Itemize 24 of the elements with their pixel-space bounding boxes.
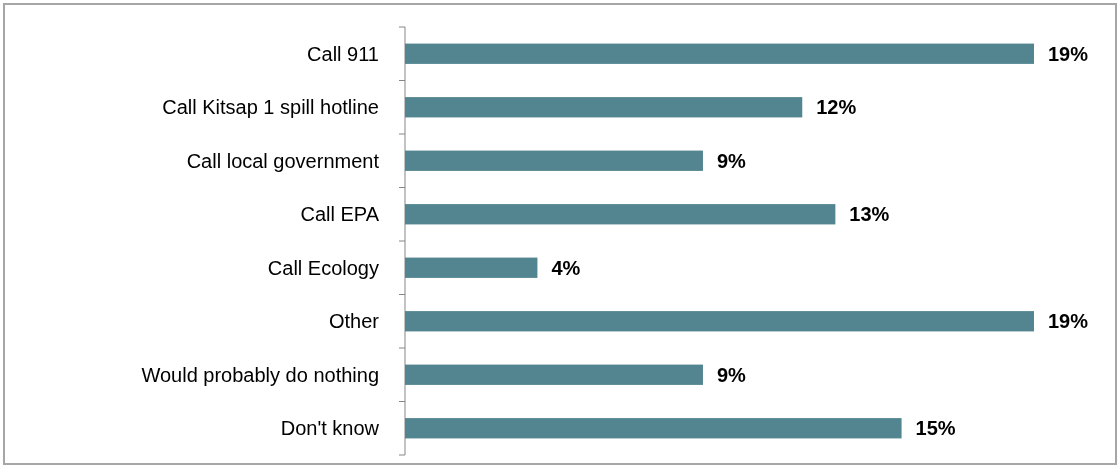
bar <box>405 204 836 225</box>
y-tick-label: Other <box>328 310 380 333</box>
y-tick-label: Call Kitsap 1 spill hotline <box>162 96 379 119</box>
data-label: 4% <box>551 256 581 279</box>
bar <box>405 418 902 439</box>
y-tick-label: Call Ecology <box>267 256 379 279</box>
bar <box>405 97 803 118</box>
data-label: 9% <box>716 149 747 172</box>
data-label: 15% <box>915 417 956 440</box>
y-tick-label: Call 911 <box>307 42 379 65</box>
y-tick-label: Don't know <box>280 417 380 440</box>
bar <box>405 257 538 278</box>
data-label: 19% <box>1048 42 1089 65</box>
data-label: 9% <box>716 363 747 386</box>
bar <box>405 43 1034 64</box>
data-label: 13% <box>849 203 890 226</box>
bar <box>405 364 703 385</box>
bar <box>405 311 1034 332</box>
data-label: 12% <box>816 96 857 119</box>
data-label: 19% <box>1048 310 1089 333</box>
y-tick-label: Call EPA <box>300 203 380 226</box>
y-tick-label: Would probably do nothing <box>141 363 379 386</box>
y-tick-label: Call local government <box>186 149 380 172</box>
bar <box>405 150 703 171</box>
